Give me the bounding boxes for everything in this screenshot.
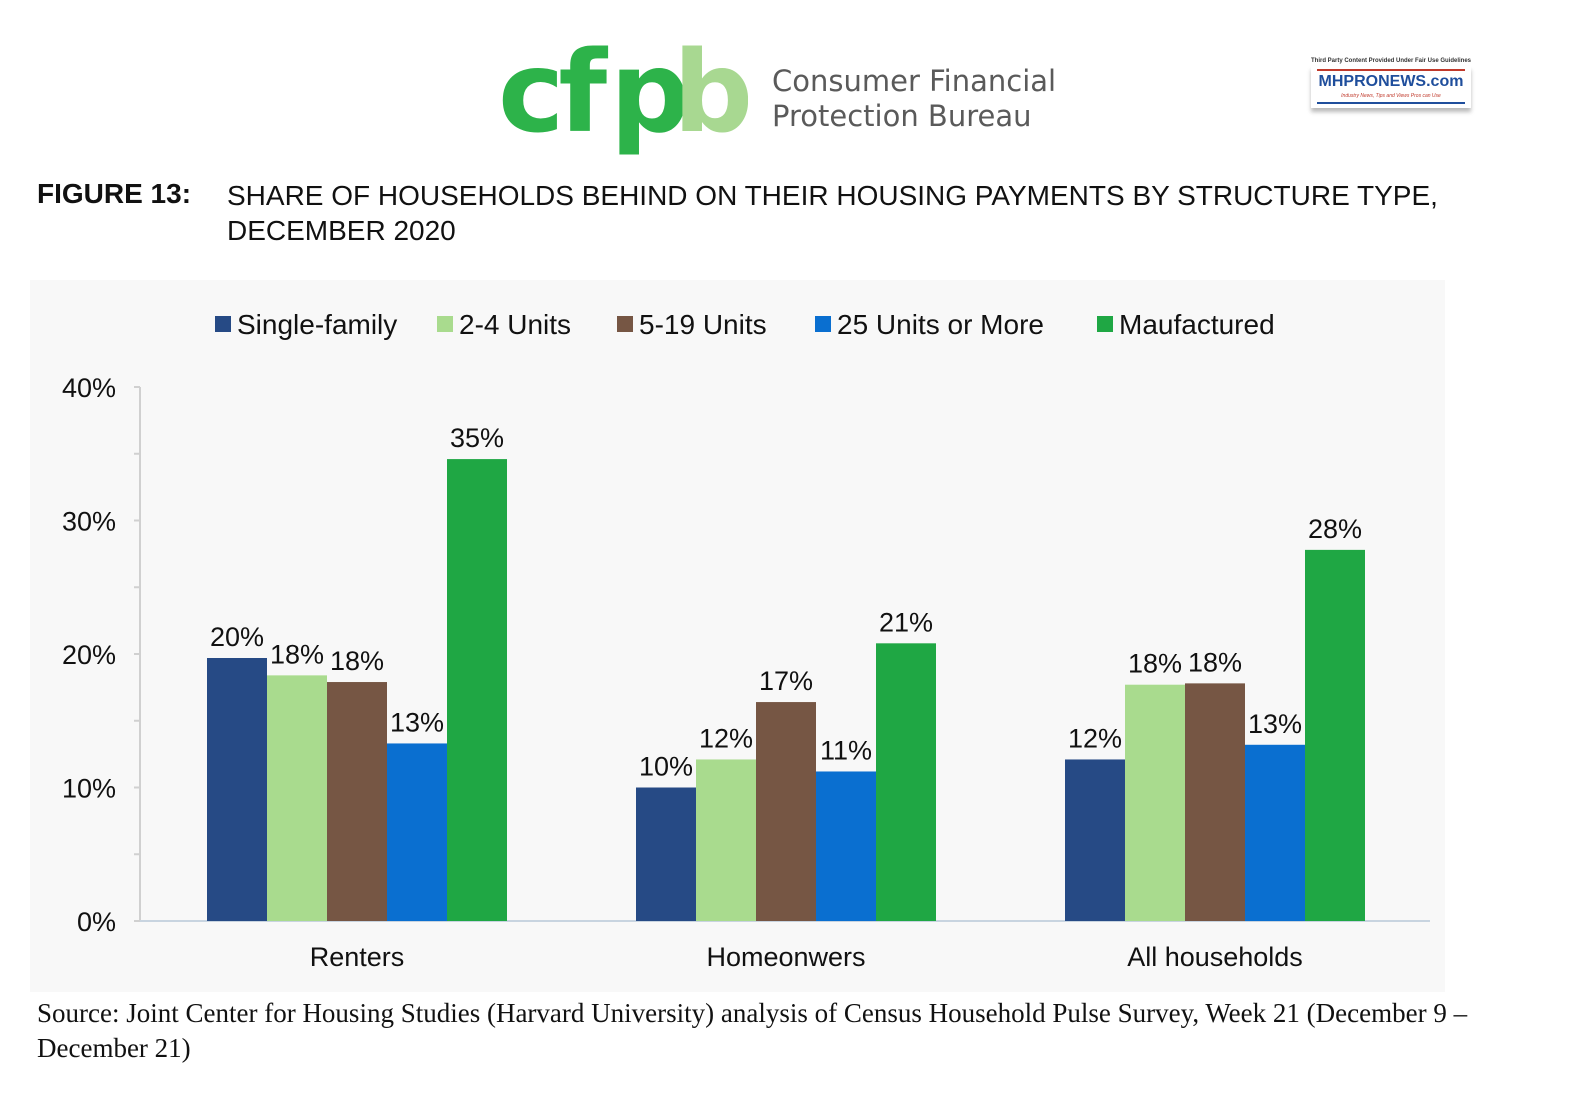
bar xyxy=(1065,759,1125,921)
legend-label: Single-family xyxy=(237,309,397,340)
legend-label: 2-4 Units xyxy=(459,309,571,340)
data-label: 10% xyxy=(639,752,693,782)
bar xyxy=(327,682,387,921)
bar xyxy=(447,459,507,921)
data-label: 35% xyxy=(450,423,504,453)
data-label: 12% xyxy=(1068,723,1122,753)
org-name-line1: Consumer Financial xyxy=(772,64,1057,98)
mhpronews-watermark: Third Party Content Provided Under Fair … xyxy=(1305,58,1477,134)
y-tick-label: 20% xyxy=(62,640,116,670)
figure-label: FIGURE 13: xyxy=(37,178,192,209)
data-label: 18% xyxy=(1188,647,1242,677)
bar xyxy=(1245,744,1305,921)
org-name: Consumer Financial Protection Bureau xyxy=(772,64,1056,134)
y-tick-label: 0% xyxy=(77,907,116,937)
bar xyxy=(1305,549,1365,921)
data-label: 12% xyxy=(699,723,753,753)
legend-swatch xyxy=(437,316,453,332)
bar xyxy=(636,787,696,921)
legend-swatch xyxy=(215,316,231,332)
bar xyxy=(267,675,327,921)
data-label: 17% xyxy=(759,666,813,696)
bar xyxy=(876,643,936,921)
legend-swatch xyxy=(617,316,633,332)
bar xyxy=(387,743,447,921)
bar xyxy=(1125,684,1185,921)
data-label: 13% xyxy=(390,707,444,737)
y-tick-label: 30% xyxy=(62,507,116,537)
watermark-logo: MHPRONEWS.com xyxy=(1318,73,1464,90)
figure-title: SHARE OF HOUSEHOLDS BEHIND ON THEIR HOUS… xyxy=(227,180,1438,246)
bar xyxy=(756,702,816,921)
data-label: 18% xyxy=(270,639,324,669)
data-label: 20% xyxy=(210,622,264,652)
svg-text:b: b xyxy=(673,36,748,158)
bar xyxy=(696,759,756,921)
svg-text:p: p xyxy=(610,36,686,158)
data-label: 13% xyxy=(1248,709,1302,739)
data-label: 18% xyxy=(330,646,384,676)
cfpb-logo: cf p b xyxy=(498,36,748,158)
watermark-note: Third Party Content Provided Under Fair … xyxy=(1310,58,1472,64)
x-tick-label: Homeonwers xyxy=(706,942,865,972)
x-tick-label: All households xyxy=(1127,942,1303,972)
legend-label: 25 Units or More xyxy=(837,309,1044,340)
legend-label: 5-19 Units xyxy=(639,309,767,340)
y-tick-label: 10% xyxy=(62,774,116,804)
source-note: Source: Joint Center for Housing Studies… xyxy=(37,998,1468,1063)
bar xyxy=(1185,683,1245,921)
svg-text:cf: cf xyxy=(498,36,608,158)
data-label: 18% xyxy=(1128,649,1182,679)
bar xyxy=(816,771,876,921)
data-label: 11% xyxy=(820,735,872,765)
legend-swatch xyxy=(815,316,831,332)
data-label: 28% xyxy=(1308,514,1362,544)
legend-label: Maufactured xyxy=(1119,309,1275,340)
x-tick-label: Renters xyxy=(310,942,405,972)
data-label: 21% xyxy=(879,607,933,637)
bar xyxy=(207,658,267,921)
legend-swatch xyxy=(1097,316,1113,332)
watermark-tagline: Industry News, Tips and Views Pros can U… xyxy=(1341,93,1441,99)
org-name-line2: Protection Bureau xyxy=(772,99,1032,133)
y-tick-label: 40% xyxy=(62,373,116,403)
